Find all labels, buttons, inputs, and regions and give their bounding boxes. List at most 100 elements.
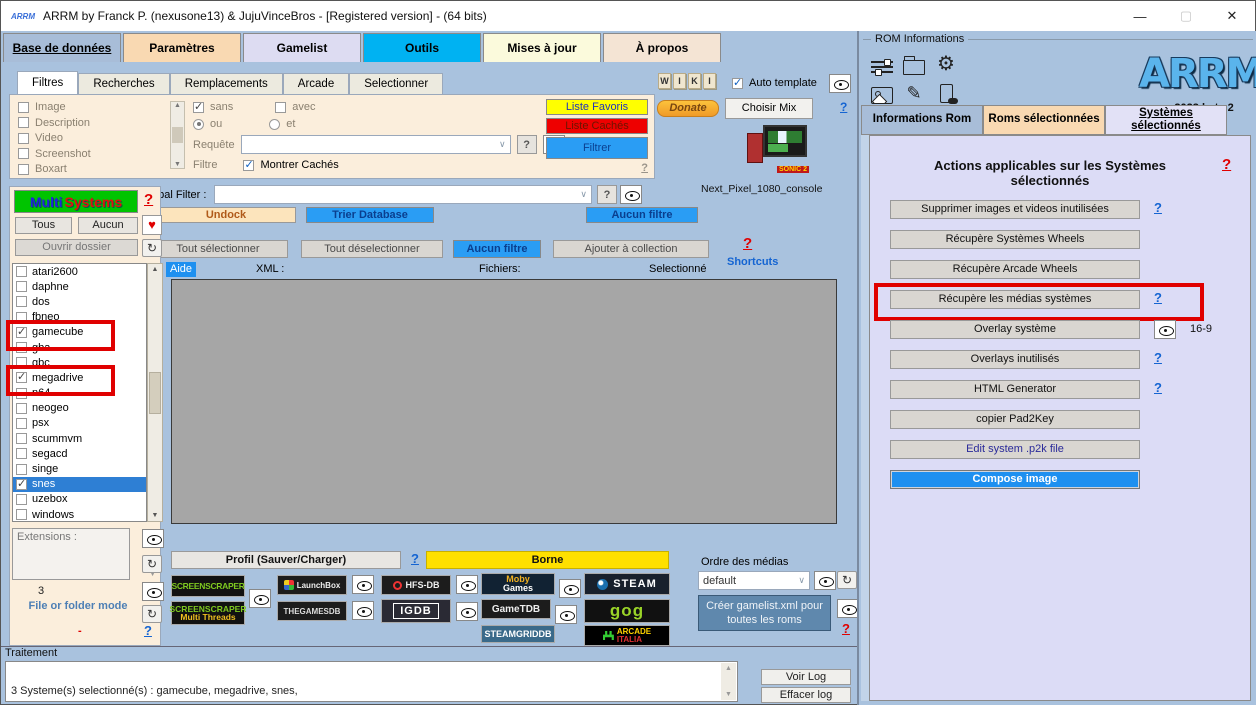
sub-tab-filtres[interactable]: Filtres [17, 71, 79, 94]
thegamesdb-button[interactable]: THEGAMESDB [277, 601, 347, 621]
montrer-caches-checkbox[interactable] [243, 158, 255, 171]
scroll-thumb[interactable] [149, 371, 161, 414]
system-item-dos[interactable]: dos [13, 294, 146, 309]
gametdb-button[interactable]: GameTDB [481, 599, 551, 619]
rom-list-area[interactable] [171, 279, 837, 524]
et-radio[interactable] [269, 118, 281, 130]
filter-option-screenshot[interactable]: Screenshot [18, 148, 91, 160]
steam-button[interactable]: STEAM [584, 573, 670, 595]
log-scrollbar[interactable]: ▲ ▼ [721, 663, 736, 700]
gamecube-checkbox[interactable] [16, 325, 27, 338]
avec-checkbox[interactable] [275, 101, 287, 113]
wiki-tile[interactable]: I [673, 73, 686, 89]
favorites-heart-button[interactable]: ♥ [142, 215, 162, 235]
filter-option-description[interactable]: Description [18, 117, 91, 129]
system-item-neogeo[interactable]: neogeo [13, 401, 146, 416]
donate-button[interactable]: Donate [657, 100, 719, 117]
shortcuts-label[interactable]: Shortcuts [727, 256, 779, 268]
trier-database-button[interactable]: Trier Database [306, 207, 434, 223]
extensions-eye-icon[interactable] [142, 529, 164, 548]
system-item-uzebox[interactable]: uzebox [13, 492, 146, 507]
atari2600-checkbox[interactable] [16, 266, 27, 278]
dos-checkbox[interactable] [16, 296, 27, 308]
sub-tab-remplacements[interactable]: Remplacements [169, 73, 283, 94]
uzebox-checkbox[interactable] [16, 493, 27, 505]
screenshot-checkbox[interactable] [18, 148, 29, 159]
overlay-eye-icon[interactable] [1154, 320, 1176, 339]
action-help-link[interactable]: ? [1154, 290, 1162, 305]
description-checkbox[interactable] [18, 117, 29, 128]
wiki-tile[interactable]: W [658, 73, 671, 89]
aucun-filtre-button-top[interactable]: Aucun filtre [586, 207, 698, 223]
psx-checkbox[interactable] [16, 417, 27, 429]
fbneo-checkbox[interactable] [16, 311, 27, 323]
megadrive-checkbox[interactable] [16, 370, 27, 384]
tab-syst-mes-s-lectionn-s[interactable]: Systèmes sélectionnés [1105, 105, 1227, 135]
requete-combobox[interactable]: ∨ [240, 135, 511, 154]
screenscraper-multithreads-button[interactable]: SCREENSCRAPER Multi Threads [170, 601, 247, 625]
action-help-link[interactable]: ? [1154, 380, 1162, 395]
extensions-box[interactable]: Extensions : [12, 528, 130, 580]
ou-radio[interactable] [193, 118, 204, 130]
gbc-checkbox[interactable] [16, 357, 27, 369]
tous-button[interactable]: Tous [15, 217, 72, 234]
file-folder-mode-label[interactable]: File or folder mode [28, 600, 128, 612]
global-filter-eye-icon[interactable] [620, 185, 642, 204]
global-filter-help-button[interactable]: ? [597, 185, 617, 204]
neogeo-checkbox[interactable] [16, 402, 27, 414]
filter-option-image[interactable]: Image [18, 101, 91, 113]
image-checkbox[interactable] [18, 101, 29, 113]
edit-pencil-icon[interactable]: ✎ [906, 82, 922, 103]
main-tab-param-tres[interactable]: Paramètres [123, 33, 241, 62]
scroll-down-icon[interactable]: ▼ [174, 161, 181, 168]
shortcuts-help-link[interactable]: ? [743, 235, 753, 252]
profil-button[interactable]: Profil (Sauver/Charger) [171, 551, 401, 569]
scroll-down-icon[interactable]: ▼ [151, 512, 159, 519]
pad2key-icon[interactable] [933, 82, 959, 104]
aucun-filtre-button[interactable]: Aucun filtre [453, 240, 541, 258]
gog-button[interactable]: gog [584, 599, 670, 623]
actions-help-link[interactable]: ? [1222, 156, 1232, 173]
log-box[interactable]: 3 Systeme(s) selectionné(s) : gamecube, … [5, 661, 738, 702]
liste-favoris-button[interactable]: Liste Favoris [546, 99, 648, 115]
screenscraper-button[interactable]: SCREENSCRAPER [171, 575, 245, 597]
template-preview-image[interactable]: SONIC 2 [745, 125, 809, 173]
template-eye-icon[interactable] [829, 74, 851, 93]
filter-help-link[interactable]: ? [641, 162, 648, 174]
system-item-scummvm[interactable]: scummvm [13, 431, 146, 446]
daphne-checkbox[interactable] [16, 281, 27, 293]
system-item-fbneo[interactable]: fbneo [13, 310, 146, 325]
video-checkbox[interactable] [18, 132, 29, 144]
action-help-link[interactable]: ? [1154, 200, 1162, 215]
filter-option-video[interactable]: Video [18, 132, 91, 144]
scroll-up-icon[interactable]: ▲ [151, 266, 159, 273]
gear-icon[interactable]: ⚙ [937, 52, 955, 75]
auto-template-checkbox[interactable] [732, 76, 743, 89]
launchbox-eye-icon[interactable] [352, 575, 374, 594]
filter-scrollbar[interactable]: ▲ ▼ [170, 101, 185, 169]
ordre-refresh-icon[interactable]: ↻ [837, 571, 857, 589]
hfsdb-button[interactable]: HFS-DB [381, 575, 451, 595]
mobygames-eye-icon[interactable] [559, 579, 581, 598]
launchbox-button[interactable]: LaunchBox [277, 575, 347, 595]
windows-checkbox[interactable] [16, 509, 27, 521]
thegamesdb-eye-icon[interactable] [352, 601, 374, 620]
action-button-edit-system-p2k-file[interactable]: Edit system .p2k file [890, 440, 1140, 459]
choisir-mix-button[interactable]: Choisir Mix [725, 98, 813, 119]
creer-eye-icon[interactable] [837, 599, 859, 618]
system-item-snes[interactable]: snes [13, 476, 146, 492]
scroll-thumb[interactable] [172, 127, 183, 143]
system-item-psx[interactable]: psx [13, 416, 146, 431]
tab-informations-rom[interactable]: Informations Rom [861, 105, 983, 135]
ordre-eye-icon[interactable] [814, 571, 836, 590]
wiki-tile[interactable]: I [703, 73, 716, 89]
action-button-overlay-syst-me[interactable]: Overlay système [890, 320, 1140, 339]
main-tab-outils[interactable]: Outils [363, 33, 481, 62]
maximize-button[interactable]: ▢ [1179, 8, 1193, 23]
multi-systems-help-link[interactable]: ? [144, 191, 154, 208]
action-button-html-generator[interactable]: HTML Generator [890, 380, 1140, 399]
boxart-checkbox[interactable] [18, 163, 29, 175]
mix-help-link[interactable]: ? [840, 100, 848, 114]
system-item-daphne[interactable]: daphne [13, 279, 146, 294]
wiki-tile[interactable]: K [688, 73, 701, 89]
